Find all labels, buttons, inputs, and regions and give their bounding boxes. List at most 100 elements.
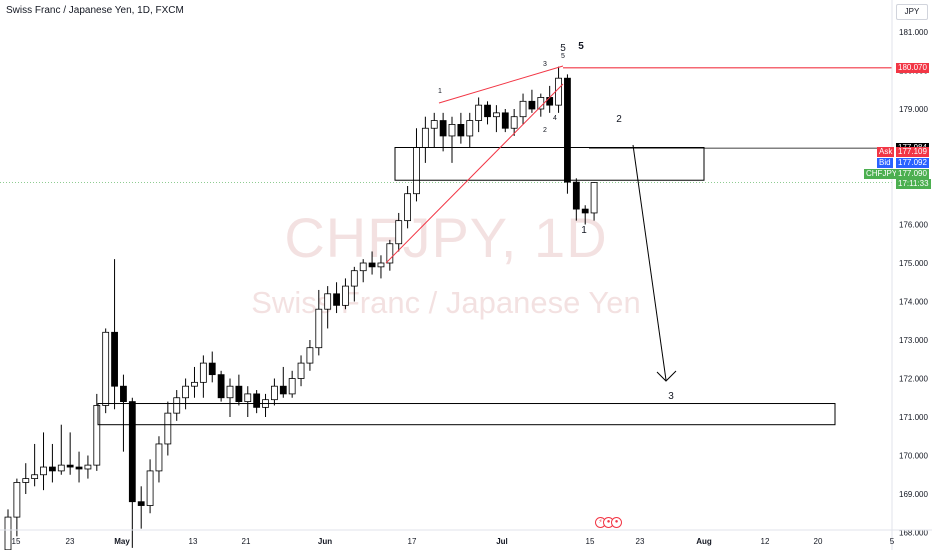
candle	[146, 459, 154, 514]
candle	[350, 266, 358, 302]
candle-body-up	[182, 385, 190, 399]
candle-body-up	[342, 285, 349, 306]
time-tick-label: 20	[814, 537, 823, 546]
price-tick-label: 176.000	[899, 221, 928, 230]
candle-body-up	[199, 362, 207, 383]
wave-label: 5	[578, 41, 584, 52]
candle	[208, 351, 216, 383]
candle	[13, 478, 21, 537]
candle-body-down	[75, 466, 83, 470]
time-tick-label: 13	[189, 537, 198, 546]
candle	[75, 451, 83, 483]
candle	[306, 340, 314, 371]
candle-body-up	[510, 116, 518, 129]
chart-title: Swiss Franc / Japanese Yen, 1D, FXCM	[6, 5, 184, 16]
wave-label: 5	[560, 43, 566, 54]
time-tick-label: May	[114, 537, 130, 546]
candle	[466, 112, 474, 148]
candle-body-down	[564, 77, 571, 183]
candle	[324, 286, 332, 329]
candle	[519, 93, 527, 125]
candle	[57, 424, 65, 475]
candle	[404, 186, 412, 229]
candle	[244, 386, 252, 417]
price-tick-label: 174.000	[899, 298, 928, 307]
candle	[120, 374, 127, 452]
candle	[572, 178, 580, 221]
candle	[253, 390, 261, 414]
candle-body-up	[350, 270, 358, 287]
candle	[315, 289, 323, 356]
candle	[359, 259, 367, 283]
candle-body-up	[297, 362, 305, 379]
candle	[590, 182, 598, 221]
wave-label: 2	[616, 114, 622, 125]
candle	[235, 374, 243, 406]
projection-arrowhead	[656, 370, 677, 382]
time-axis[interactable]: 15 23 May 13 21 Jun 17 Jul 15 23 Aug 12 20 5	[0, 529, 932, 546]
bid-price-tag: 177.092	[896, 158, 929, 168]
price-tick-label: 173.000	[899, 336, 928, 345]
candle	[377, 255, 385, 279]
time-tick-label: 12	[761, 537, 770, 546]
candle-body-up	[164, 412, 172, 445]
candle	[555, 66, 562, 113]
candle-body-down	[457, 124, 465, 137]
candle	[93, 393, 101, 471]
candle-body-up	[57, 464, 65, 472]
price-tick-label: 170.000	[899, 452, 928, 461]
candle-body-up	[244, 393, 252, 402]
candle-body-up	[13, 482, 21, 518]
time-tick-label: Jun	[318, 537, 332, 546]
bid-label: Bid	[877, 158, 893, 168]
projection-arrow-line	[632, 144, 667, 381]
event-flag-icon-3[interactable]: ●	[611, 517, 622, 528]
candle-body-down	[528, 100, 536, 110]
wave-label: 3	[668, 391, 674, 402]
candle	[368, 251, 376, 275]
candle	[40, 432, 47, 491]
candle	[395, 212, 403, 252]
price-tick-label: 172.000	[899, 375, 928, 384]
candle	[31, 443, 39, 487]
price-tick-label: 171.000	[899, 413, 928, 422]
candle-body-up	[448, 124, 456, 137]
candle-body-up	[590, 182, 598, 214]
candle	[49, 443, 56, 483]
candle-body-up	[4, 516, 12, 550]
candle-body-down	[572, 181, 580, 210]
candle-body-down	[333, 293, 340, 306]
candle-body-up	[430, 120, 438, 129]
price-axis[interactable]: 181.000180.000179.000178.000177.000176.0…	[891, 0, 928, 550]
wave-label-small: 1	[438, 88, 442, 95]
countdown-tag: 17:11:33	[896, 179, 931, 189]
candle	[288, 370, 296, 398]
candle-body-up	[173, 397, 181, 414]
time-tick-label: 17	[408, 537, 417, 546]
candle-body-up	[288, 378, 296, 395]
candle-body-down	[368, 262, 376, 268]
candle-body-up	[359, 262, 367, 272]
currency-button[interactable]: JPY	[896, 4, 928, 20]
candle-body-up	[191, 381, 198, 387]
candlestick-series	[4, 66, 598, 550]
resistance-zone	[394, 147, 705, 181]
candle-body-up	[404, 193, 412, 222]
candle	[342, 278, 349, 310]
candle-body-up	[31, 474, 39, 479]
candle	[182, 378, 190, 410]
ask-price-tag: 177.109	[896, 147, 929, 157]
candle-body-up	[386, 243, 394, 264]
candle	[475, 97, 483, 133]
wedge-upper-line	[438, 65, 564, 104]
candle-body-down	[128, 401, 136, 503]
candle-body-up	[421, 127, 429, 148]
candle-body-up	[40, 466, 47, 476]
candle-body-down	[49, 466, 56, 472]
candle-body-up	[306, 347, 314, 364]
candle-body-up	[146, 470, 154, 506]
candle	[333, 282, 340, 314]
candle-body-down	[484, 104, 491, 118]
candle-body-down	[235, 385, 243, 403]
